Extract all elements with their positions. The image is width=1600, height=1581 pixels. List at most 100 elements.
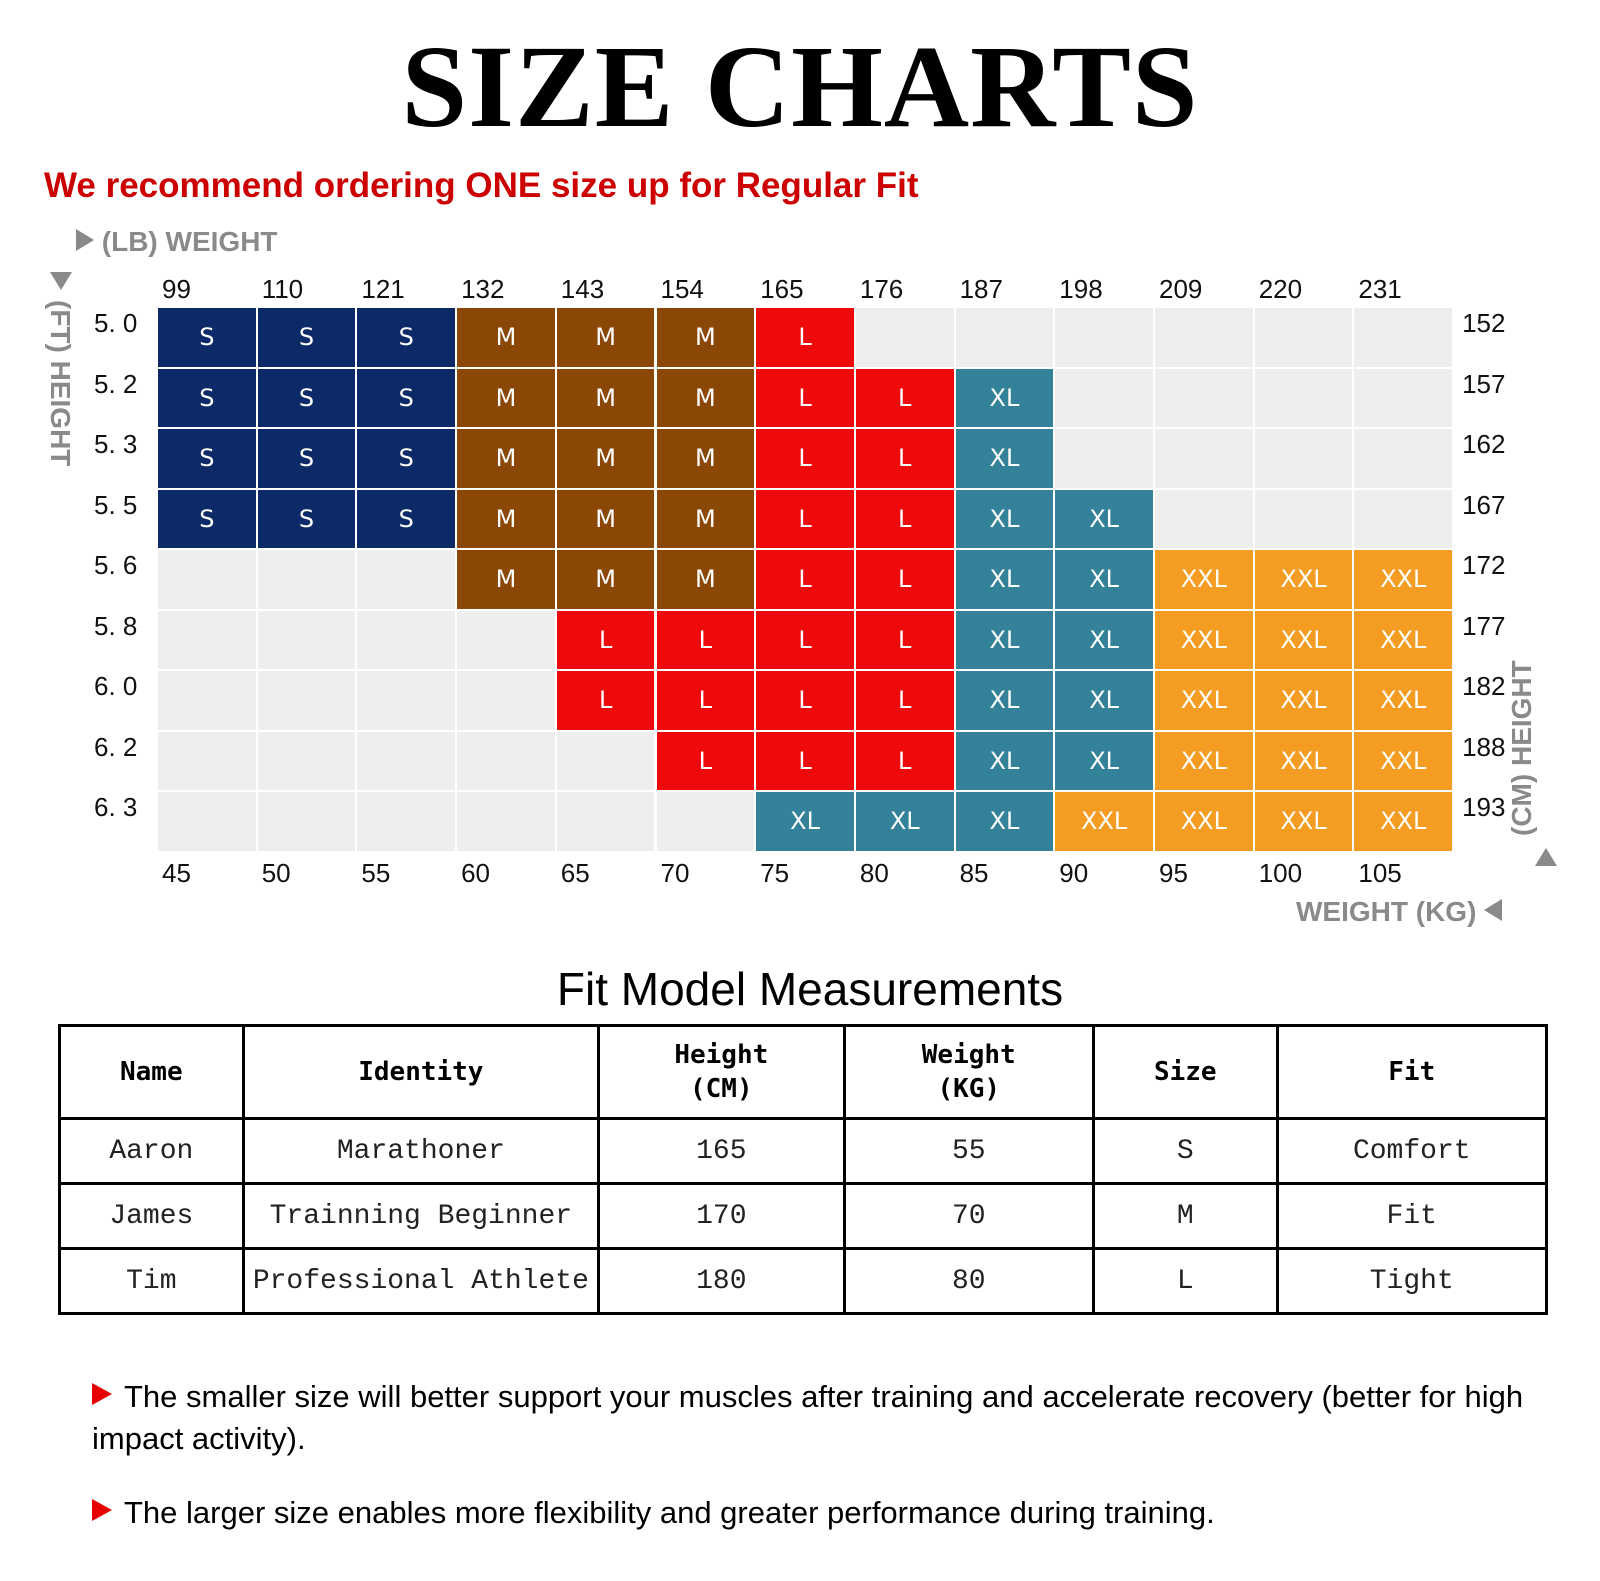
- size-cell-xl: XL: [855, 792, 956, 853]
- size-cell-empty: [257, 671, 358, 732]
- size-cell-empty: [257, 610, 358, 671]
- size-cell-empty: [656, 792, 757, 853]
- size-cell-l: L: [656, 671, 757, 732]
- size-cell-l: L: [556, 671, 657, 732]
- size-cell-l: L: [756, 550, 856, 611]
- size-cell-m: M: [457, 308, 557, 369]
- kg-tick: 75: [760, 858, 790, 888]
- cell-identity: Trainning Beginner: [241, 1182, 601, 1250]
- size-cell-empty: [1155, 308, 1255, 369]
- size-cell-empty: [158, 550, 258, 611]
- header-name: Name: [58, 1024, 245, 1120]
- size-cell-m: M: [457, 429, 557, 490]
- cell-size: M: [1091, 1182, 1279, 1250]
- note-larger-size-text: The larger size enables more flexibility…: [124, 1495, 1215, 1530]
- size-cell-s: S: [357, 308, 458, 369]
- size-cell-m: M: [457, 489, 557, 550]
- cm-tick: 182: [1462, 671, 1506, 701]
- size-cell-empty: [1354, 308, 1455, 369]
- size-cell-empty: [855, 308, 956, 369]
- size-cell-empty: [357, 792, 458, 853]
- triangle-down-icon: [50, 272, 72, 290]
- size-cell-l: L: [756, 368, 856, 429]
- cell-name: James: [58, 1182, 245, 1250]
- table-row: Tim Professional Athlete 180 80 L Tight: [58, 1247, 1549, 1315]
- lb-tick: 187: [959, 274, 1003, 304]
- size-cell-empty: [1254, 489, 1355, 550]
- left-axis-arrow: [50, 272, 72, 295]
- size-cell-empty: [257, 550, 358, 611]
- size-cell-empty: [158, 610, 258, 671]
- kg-tick: 90: [1059, 858, 1089, 888]
- size-cell-xl: XL: [955, 489, 1056, 550]
- table-row: Aaron Marathoner 165 55 S Comfort: [58, 1117, 1549, 1185]
- size-cell-l: L: [756, 671, 856, 732]
- ft-tick: 5. 5: [94, 489, 138, 520]
- cm-tick: 167: [1462, 489, 1506, 520]
- cell-identity: Marathoner: [241, 1117, 601, 1185]
- size-cell-empty: [357, 550, 458, 611]
- size-cell-l: L: [855, 731, 956, 792]
- size-cell-empty: [1155, 368, 1255, 429]
- size-cell-empty: [457, 731, 557, 792]
- size-cell-empty: [457, 792, 557, 853]
- size-cell-m: M: [656, 368, 757, 429]
- size-cell-l: L: [855, 368, 956, 429]
- size-cell-xxl: XXL: [1254, 671, 1355, 732]
- size-cell-m: M: [656, 550, 757, 611]
- size-cell-xl: XL: [1055, 731, 1155, 792]
- size-cell-xxl: XXL: [1254, 731, 1355, 792]
- note-smaller-size-text: The smaller size will better support you…: [92, 1379, 1524, 1456]
- size-grid: S S S M M M L S S S M M M L L XL S S S M M M L L XL S S S M M M L L XL XL M…: [158, 308, 1455, 853]
- fit-model-table: Name Identity Height (CM) Weight (KG) Size…: [58, 1024, 1549, 1315]
- size-cell-l: L: [855, 489, 956, 550]
- size-cell-empty: [257, 731, 358, 792]
- size-cell-xl: XL: [1055, 610, 1155, 671]
- size-cell-l: L: [556, 610, 657, 671]
- triangle-left-icon: [1484, 899, 1503, 921]
- size-cell-l: L: [756, 489, 856, 550]
- left-axis-label: (FT) HEIGHT: [45, 300, 76, 467]
- cm-tick: 188: [1462, 731, 1506, 762]
- size-cell-s: S: [257, 308, 358, 369]
- size-cell-empty: [1254, 368, 1355, 429]
- size-cell-empty: [457, 671, 557, 732]
- size-cell-xxl: XXL: [1254, 610, 1355, 671]
- lb-tick: 110: [261, 274, 304, 304]
- size-cell-empty: [1155, 429, 1255, 490]
- size-cell-empty: [1254, 308, 1355, 369]
- size-cell-s: S: [257, 368, 358, 429]
- header-weight-line1: Weight: [921, 1040, 1016, 1070]
- kg-tick: 45: [162, 858, 191, 888]
- size-cell-s: S: [357, 489, 458, 550]
- header-weight: Weight (KG): [842, 1024, 1095, 1120]
- size-cell-xxl: XXL: [1155, 550, 1255, 611]
- header-height-line2: (CM): [689, 1074, 753, 1104]
- size-cell-xl: XL: [756, 792, 856, 853]
- size-cell-m: M: [556, 308, 657, 369]
- size-cell-xl: XL: [955, 731, 1056, 792]
- kg-tick: 60: [461, 858, 491, 888]
- ft-tick: 5. 0: [94, 308, 138, 338]
- cm-tick: 157: [1462, 368, 1506, 399]
- cm-tick: 172: [1462, 550, 1506, 580]
- size-cell-xxl: XXL: [1354, 550, 1455, 611]
- size-cell-empty: [457, 610, 557, 671]
- header-identity: Identity: [241, 1024, 601, 1120]
- size-cell-l: L: [756, 429, 856, 490]
- cell-name: Aaron: [58, 1117, 245, 1185]
- size-cell-xxl: XXL: [1354, 792, 1455, 853]
- size-cell-l: L: [656, 610, 757, 671]
- header-size: Size: [1091, 1024, 1279, 1120]
- size-cell-empty: [1354, 489, 1455, 550]
- size-cell-m: M: [556, 429, 657, 490]
- size-cell-xxl: XXL: [1354, 671, 1455, 732]
- size-cell-xl: XL: [1055, 550, 1155, 611]
- size-cell-empty: [357, 610, 458, 671]
- size-cell-empty: [556, 792, 657, 853]
- size-cell-xxl: XXL: [1155, 610, 1255, 671]
- lb-tick: 220: [1258, 274, 1303, 304]
- top-axis-label: (LB) WEIGHT: [76, 226, 278, 258]
- header-height: Height (CM): [597, 1024, 846, 1120]
- size-cell-xl: XL: [955, 550, 1056, 611]
